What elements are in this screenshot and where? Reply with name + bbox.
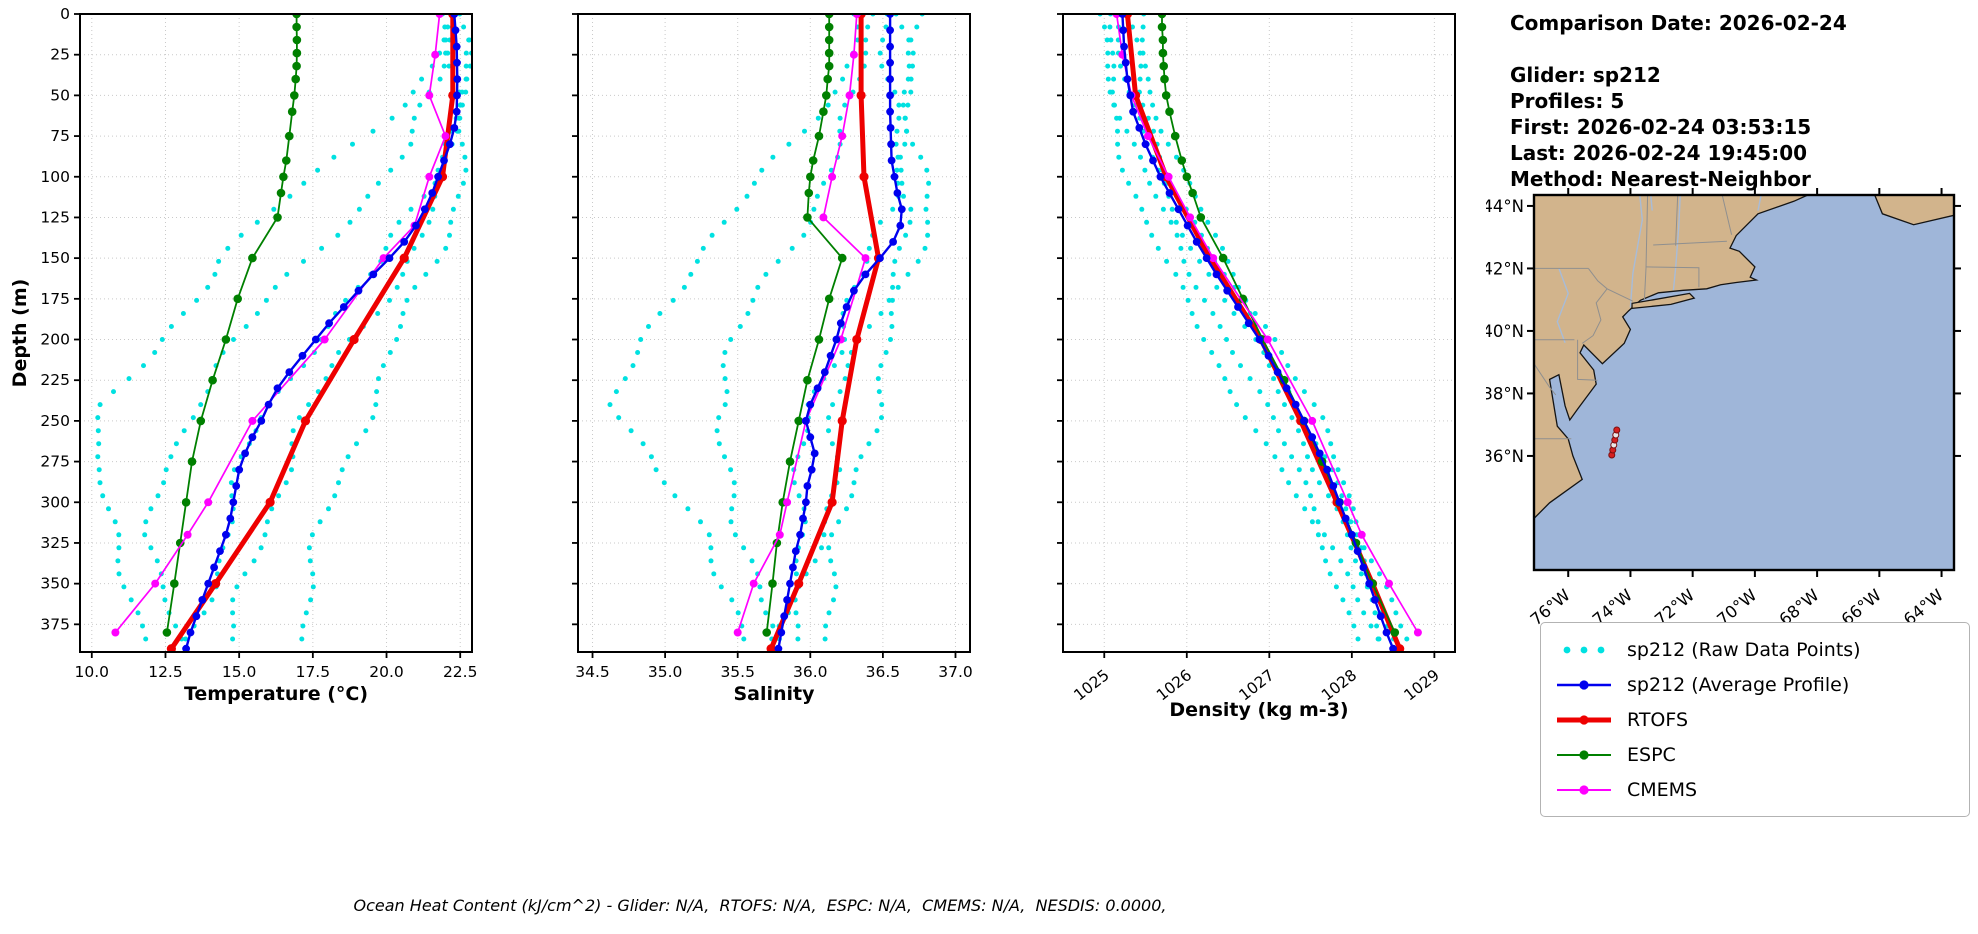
map-state-border xyxy=(1653,240,1727,246)
svg-text:36.5: 36.5 xyxy=(866,663,901,681)
svg-text:200: 200 xyxy=(40,331,70,349)
profile-plots: Depth (m) 10.0 12.5 15.0 17.5 20.0 22.5 0 25 50 75… xyxy=(9,5,1456,721)
legend-marker-sp212-average-profile- xyxy=(1557,679,1611,690)
info-spacer xyxy=(1510,36,1847,62)
svg-text:15.0: 15.0 xyxy=(222,663,257,681)
map-state-border xyxy=(1645,266,1700,288)
series-espc xyxy=(1157,14,1400,637)
svg-text:275: 275 xyxy=(40,453,70,471)
legend-label: sp212 (Raw Data Points) xyxy=(1627,638,1861,661)
svg-text:125: 125 xyxy=(40,208,70,226)
plot-salinity: 34.5 35.0 35.5 36.0 36.5 37.0 Salinity xyxy=(572,13,973,705)
legend-item: CMEMS xyxy=(1555,772,1955,807)
svg-text:36.0: 36.0 xyxy=(793,663,828,681)
map-frame xyxy=(1532,193,1956,572)
info-method: Method: Nearest-Neighbor xyxy=(1510,167,1811,191)
series-espc xyxy=(162,14,302,637)
ocean-heat-content-note: Ocean Heat Content (kJ/cm^2) - Glider: N… xyxy=(353,896,1167,915)
series-espc xyxy=(762,14,847,637)
map-land xyxy=(1873,195,1954,226)
series-sp212-average-profile- xyxy=(182,14,462,652)
xlabel-density: Density (kg m-3) xyxy=(1169,699,1348,721)
svg-text:34.5: 34.5 xyxy=(575,663,610,681)
series-rtofs xyxy=(166,14,458,652)
svg-text:25: 25 xyxy=(50,46,70,64)
map-state-border xyxy=(1643,195,1649,300)
svg-text:75: 75 xyxy=(50,127,70,145)
map-river xyxy=(1629,195,1644,308)
info-comparison-date: Comparison Date: 2026-02-24 xyxy=(1510,11,1847,35)
legend-item: sp212 (Raw Data Points) xyxy=(1555,632,1955,667)
svg-text:10.0: 10.0 xyxy=(75,663,110,681)
map-land xyxy=(1534,195,1809,520)
svg-text:1029: 1029 xyxy=(1401,666,1443,704)
map-state-border xyxy=(1675,195,1679,246)
glider-track-marker xyxy=(1608,426,1621,459)
svg-text:1025: 1025 xyxy=(1071,666,1113,704)
svg-text:350: 350 xyxy=(40,575,70,593)
info-first: First: 2026-02-24 03:53:15 xyxy=(1510,115,1812,139)
info-panel: Comparison Date: 2026-02-24 Glider: sp21… xyxy=(1510,10,1847,192)
map-lat-label: 44°N xyxy=(1486,197,1524,216)
map-lat-label: 40°N xyxy=(1486,322,1524,341)
svg-text:175: 175 xyxy=(40,290,70,308)
map-river xyxy=(1672,195,1681,291)
svg-text:250: 250 xyxy=(40,412,70,430)
map-state-border xyxy=(1577,339,1598,381)
legend-item: ESPC xyxy=(1555,737,1955,772)
svg-text:300: 300 xyxy=(40,493,70,511)
svg-text:225: 225 xyxy=(40,371,70,389)
map-state-border xyxy=(1534,363,1557,396)
svg-text:22.5: 22.5 xyxy=(443,663,478,681)
svg-text:20.0: 20.0 xyxy=(369,663,404,681)
svg-text:150: 150 xyxy=(40,249,70,267)
svg-text:12.5: 12.5 xyxy=(148,663,183,681)
legend-marker-sp212-raw-data-points- xyxy=(1563,646,1605,653)
depth-axis-label: Depth (m) xyxy=(9,279,31,388)
info-last: Last: 2026-02-24 19:45:00 xyxy=(1510,141,1808,165)
info-profiles: Profiles: 5 xyxy=(1510,89,1625,113)
map-lat-label: 42°N xyxy=(1486,259,1524,278)
legend-marker-rtofs xyxy=(1557,714,1611,725)
svg-text:100: 100 xyxy=(40,168,70,186)
legend-label: RTOFS xyxy=(1627,708,1689,731)
svg-text:0: 0 xyxy=(60,5,70,23)
series-sp212-average-profile- xyxy=(774,14,906,652)
legend-label: CMEMS xyxy=(1627,778,1698,801)
legend-marker-cmems xyxy=(1557,784,1611,795)
svg-text:35.0: 35.0 xyxy=(648,663,683,681)
map-lat-label: 38°N xyxy=(1486,384,1524,403)
map-land xyxy=(1631,292,1696,310)
map-state-border xyxy=(1721,195,1733,235)
legend-item: sp212 (Average Profile) xyxy=(1555,667,1955,702)
xlabel-temperature: Temperature (°C) xyxy=(184,683,368,705)
svg-text:325: 325 xyxy=(40,534,70,552)
map-state-border xyxy=(1581,288,1608,344)
legend-box: sp212 (Raw Data Points) sp212 (Average Pr… xyxy=(1540,622,1970,817)
svg-text:37.0: 37.0 xyxy=(938,663,973,681)
legend-item: RTOFS xyxy=(1555,702,1955,737)
plot-temperature: 10.0 12.5 15.0 17.5 20.0 22.5 0 25 50 75 100 125 150… xyxy=(40,5,478,705)
legend-label: ESPC xyxy=(1627,743,1676,766)
map-lat-label: 36°N xyxy=(1486,447,1524,466)
location-map: 36°N38°N40°N42°N44°N76°W 74°W 72°W 70°W 68°W… xyxy=(1486,188,1961,629)
map-state-border xyxy=(1588,268,1634,302)
xlabel-salinity: Salinity xyxy=(733,683,815,705)
svg-text:375: 375 xyxy=(40,615,70,633)
series-rtofs xyxy=(766,14,884,652)
svg-text:17.5: 17.5 xyxy=(296,663,331,681)
map-river xyxy=(1757,195,1762,211)
series-sp212-average-profile- xyxy=(1118,14,1397,652)
svg-text:35.5: 35.5 xyxy=(720,663,755,681)
map-river xyxy=(1650,195,1653,211)
info-glider: Glider: sp212 xyxy=(1510,63,1661,87)
raw-data-points xyxy=(95,14,472,642)
legend-label: sp212 (Average Profile) xyxy=(1627,673,1850,696)
series-cmems xyxy=(733,14,870,637)
svg-text:50: 50 xyxy=(50,86,70,104)
map-river xyxy=(1556,268,1569,344)
legend-marker-espc xyxy=(1557,749,1611,760)
